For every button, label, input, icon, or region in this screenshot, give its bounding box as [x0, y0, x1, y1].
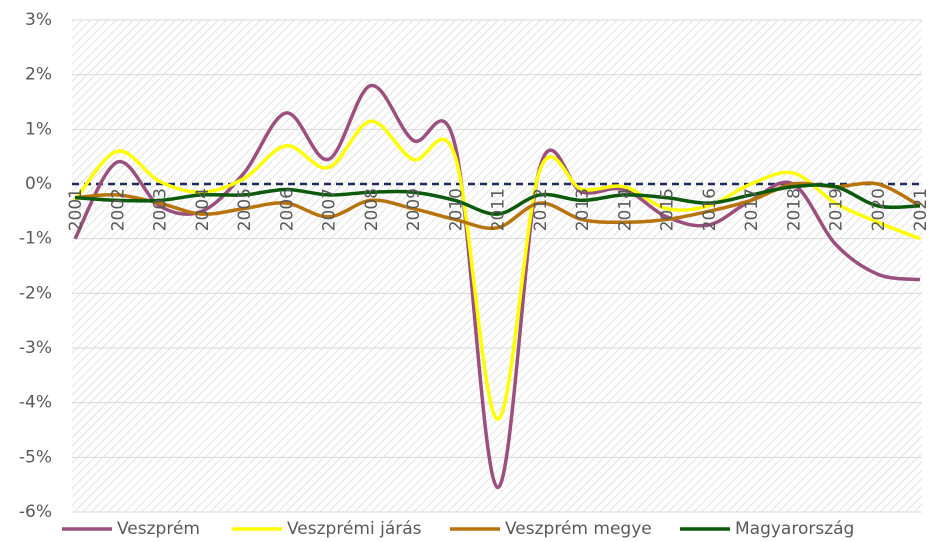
x-tick-label: 2001 — [66, 188, 86, 231]
y-tick-label: 0% — [25, 174, 52, 194]
x-tick-label: 2019 — [827, 188, 847, 231]
x-tick-label: 2010 — [446, 188, 466, 231]
y-tick-label: -3% — [19, 338, 52, 358]
y-tick-label: 1% — [25, 119, 52, 139]
series-line — [73, 119, 921, 421]
x-tick-label: 2013 — [573, 188, 593, 231]
x-tick-label: 2021 — [911, 188, 929, 231]
x-tick-label: 2009 — [404, 188, 424, 231]
legend-label: Veszprémi járás — [287, 519, 422, 539]
x-tick-label: 2006 — [277, 188, 297, 231]
y-tick-label: -5% — [19, 447, 52, 467]
y-tick-label: -1% — [19, 229, 52, 249]
y-tick-label: 3% — [25, 10, 52, 30]
legend-label: Magyarország — [735, 519, 854, 539]
y-tick-label: -6% — [19, 502, 52, 522]
y-tick-label: -4% — [19, 393, 52, 413]
x-tick-label: 2011 — [489, 188, 509, 231]
series-line — [74, 183, 921, 216]
plot-background — [72, 20, 922, 512]
legend-label: Veszprém — [117, 519, 200, 539]
x-tick-label: 2003 — [151, 188, 171, 231]
y-tick-label: 2% — [25, 65, 52, 85]
x-tick-label: 2018 — [784, 188, 804, 231]
x-tick-label: 2012 — [531, 188, 551, 231]
x-tick-label: 2014 — [615, 188, 635, 231]
x-tick-label: 2002 — [108, 188, 128, 231]
legend-label: Veszprém megye — [505, 519, 652, 539]
x-tick-label: 2020 — [869, 188, 889, 231]
x-tick-label: 2016 — [700, 188, 720, 231]
x-tick-label: 2008 — [362, 188, 382, 231]
x-tick-label: 2007 — [320, 188, 340, 231]
x-tick-label: 2004 — [193, 188, 213, 231]
x-tick-label: 2017 — [742, 188, 762, 231]
x-tick-label: 2015 — [658, 188, 678, 231]
y-tick-label: -2% — [19, 283, 52, 303]
x-tick-label: 2005 — [235, 188, 255, 231]
